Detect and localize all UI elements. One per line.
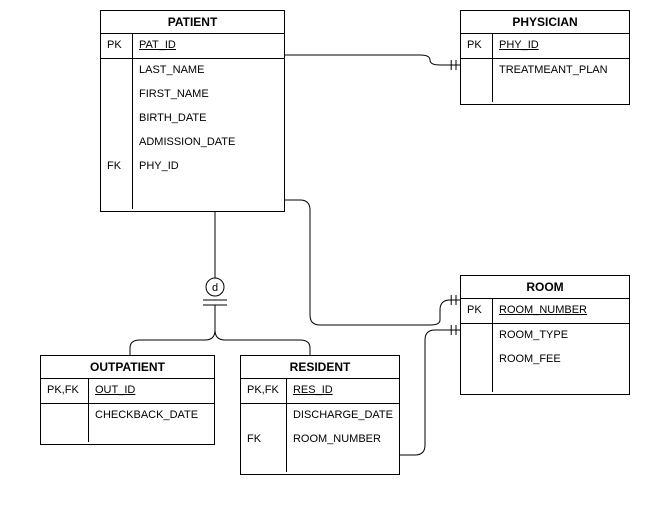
key-cell: FK <box>101 155 132 179</box>
key-cell <box>41 404 88 428</box>
attr-cell: ROOM_NUMBER <box>287 428 399 452</box>
key-cell: PK <box>461 34 492 59</box>
key-cell: PK,FK <box>41 379 88 404</box>
key-cell <box>101 107 132 131</box>
entity-resident: RESIDENT PK,FK FK RES_IDDISCHARGE_DATEROO… <box>240 355 400 475</box>
attr-cell: OUT_ID <box>89 379 214 404</box>
key-cell: PK <box>461 299 492 324</box>
attr-cell: PHY_ID <box>493 34 629 59</box>
attr-cell: BIRTH_DATE <box>133 107 284 131</box>
key-cell <box>101 131 132 155</box>
attr-cell: PHY_ID <box>133 155 284 179</box>
entity-title: ROOM <box>461 276 629 299</box>
entity-title: RESIDENT <box>241 356 399 379</box>
attr-cell: ROOM_TYPE <box>493 324 629 348</box>
entity-patient: PATIENT PK FK PAT_IDLAST_NAMEFIRST_NAMEBI… <box>100 10 285 212</box>
attr-cell: FIRST_NAME <box>133 83 284 107</box>
key-cell: FK <box>241 428 286 452</box>
entity-physician: PHYSICIAN PK PHY_IDTREATMEANT_PLAN <box>460 10 630 105</box>
key-cell <box>101 83 132 107</box>
attr-cell: PAT_ID <box>133 34 284 59</box>
attr-cell: ROOM_FEE <box>493 348 629 372</box>
entity-outpatient: OUTPATIENT PK,FK OUT_IDCHECKBACK_DATE <box>40 355 215 445</box>
key-cell <box>101 59 132 83</box>
attr-cell: ROOM_NUMBER <box>493 299 629 324</box>
entity-title: OUTPATIENT <box>41 356 214 379</box>
attr-cell: DISCHARGE_DATE <box>287 404 399 428</box>
key-cell <box>461 59 492 83</box>
key-cell <box>461 348 492 372</box>
er-diagram-canvas: d PATIENT PK FK PAT_IDLAST_NAMEFIRST_NAME… <box>0 0 651 511</box>
key-cell <box>241 404 286 428</box>
attr-cell: CHECKBACK_DATE <box>89 404 214 428</box>
attr-cell: TREATMEANT_PLAN <box>493 59 629 83</box>
entity-title: PATIENT <box>101 11 284 34</box>
attr-cell: ADMISSION_DATE <box>133 131 284 155</box>
key-cell: PK <box>101 34 132 59</box>
key-cell <box>461 324 492 348</box>
attr-cell: RES_ID <box>287 379 399 404</box>
key-cell: PK,FK <box>241 379 286 404</box>
attr-cell: LAST_NAME <box>133 59 284 83</box>
entity-title: PHYSICIAN <box>461 11 629 34</box>
svg-text:d: d <box>212 282 218 294</box>
entity-room: ROOM PK ROOM_NUMBERROOM_TYPEROOM_FEE <box>460 275 630 395</box>
